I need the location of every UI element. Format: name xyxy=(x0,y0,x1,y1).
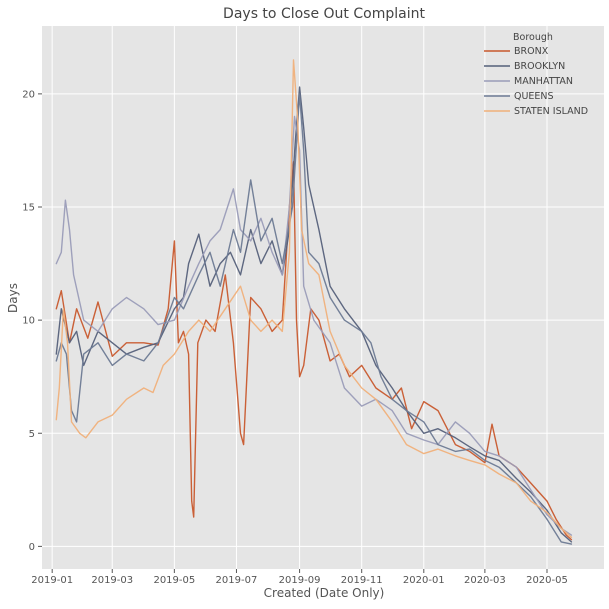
grid-lines xyxy=(42,26,604,569)
x-tick-label: 2019-11 xyxy=(341,575,383,586)
y-axis-ticks: 0 5 10 15 20 xyxy=(22,89,42,553)
y-tick-label: 5 xyxy=(29,429,35,440)
x-tick-label: 2020-05 xyxy=(526,575,568,586)
x-axis-title: Created (Date Only) xyxy=(264,586,385,600)
y-tick-label: 15 xyxy=(22,203,35,214)
y-tick-label: 20 xyxy=(22,89,35,100)
legend-label: MANHATTAN xyxy=(514,76,573,87)
legend-label: STATEN ISLAND xyxy=(514,106,588,117)
legend-label: BRONX xyxy=(514,46,549,57)
x-tick-label: 2020-03 xyxy=(464,575,506,586)
series-line-staten-island xyxy=(55,59,573,538)
legend: Borough BRONX BROOKLYN MANHATTAN QUEENS STAT… xyxy=(484,32,588,117)
legend-label: QUEENS xyxy=(514,91,554,102)
y-tick-label: 10 xyxy=(22,316,35,327)
y-tick-label: 0 xyxy=(29,542,35,553)
x-tick-label: 2019-07 xyxy=(216,575,258,586)
legend-title: Borough xyxy=(513,32,553,43)
x-tick-label: 2019-09 xyxy=(279,575,321,586)
x-tick-label: 2020-01 xyxy=(403,575,445,586)
series-lines xyxy=(55,59,573,545)
chart-title: Days to Close Out Complaint xyxy=(223,6,425,22)
x-tick-label: 2019-01 xyxy=(31,575,73,586)
x-axis-ticks: 2019-01 2019-03 2019-05 2019-07 2019-09 2019-… xyxy=(31,569,568,586)
y-axis-title: Days xyxy=(6,283,20,313)
legend-label: BROOKLYN xyxy=(514,61,565,72)
series-line-queens xyxy=(55,93,573,545)
x-tick-label: 2019-05 xyxy=(153,575,195,586)
x-tick-label: 2019-03 xyxy=(91,575,133,586)
